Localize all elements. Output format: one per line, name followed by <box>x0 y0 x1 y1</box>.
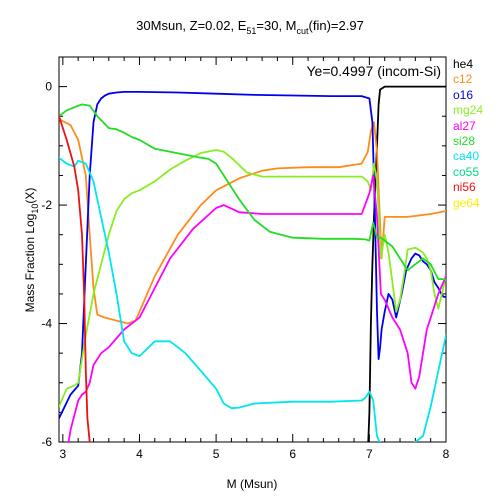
legend-item-co55: co55 <box>453 164 480 179</box>
legend-item-o16: o16 <box>453 87 474 102</box>
legend-item-al27: al27 <box>453 118 476 133</box>
x-axis-label: M (Msun) <box>227 477 278 491</box>
axis-ticks: 3 4 5 6 7 8 0 -2 -4 -6 <box>41 56 450 461</box>
legend: he4 c12 o16 mg24 al27 si28 ca40 co55 ni5… <box>453 57 483 211</box>
y-tick-label: -4 <box>41 317 52 331</box>
legend-item-ca40: ca40 <box>453 149 480 164</box>
series-line-he4 <box>367 85 446 442</box>
y-tick-label: 0 <box>45 80 52 94</box>
x-tick-label: 4 <box>136 447 143 461</box>
chart-title: 30Msun, Z=0.02, E51=30, Mcut(fin)=2.97 <box>136 18 364 36</box>
x-tick-label: 7 <box>366 447 373 461</box>
x-tick-label: 3 <box>59 447 66 461</box>
series-line-ni56 <box>59 115 91 442</box>
x-tick-label: 8 <box>443 447 450 461</box>
legend-item-ge64: ge64 <box>453 195 480 210</box>
legend-item-c12: c12 <box>453 72 473 87</box>
y-axis-label: Mass Fraction Log10(X) <box>23 188 40 313</box>
plot-frame <box>58 56 447 443</box>
x-tick-label: 5 <box>213 447 220 461</box>
series-line-si28 <box>59 103 446 281</box>
legend-item-ni56: ni56 <box>453 180 476 195</box>
series-line-mg24 <box>59 149 446 408</box>
series-line-ca40 <box>59 156 446 442</box>
series-layer <box>59 85 446 442</box>
x-tick-label: 6 <box>289 447 296 461</box>
y-tick-label: -2 <box>41 198 52 212</box>
y-tick-label: -6 <box>41 435 52 449</box>
legend-item-he4: he4 <box>453 57 474 71</box>
legend-item-mg24: mg24 <box>453 103 484 118</box>
ye-annotation: Ye=0.4997 (incom-Si) <box>306 63 441 79</box>
legend-item-si28: si28 <box>453 133 476 148</box>
series-line-al27 <box>67 174 446 442</box>
